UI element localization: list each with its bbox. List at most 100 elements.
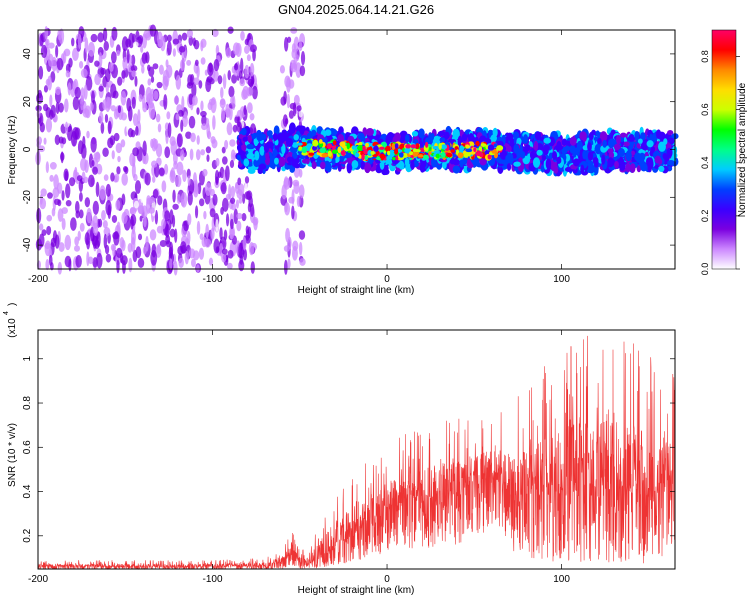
heatmap-cell (616, 134, 621, 145)
heatmap-cell (373, 145, 379, 152)
heatmap-cell (394, 143, 399, 149)
heatmap-cell (250, 133, 257, 140)
heatmap-cell (105, 183, 111, 197)
heatmap-cell (398, 152, 404, 158)
snr-scale-close: ) (7, 303, 18, 306)
heatmap-cell (311, 129, 317, 137)
heatmap-cell (60, 151, 64, 164)
heatmap-cell (425, 141, 429, 148)
heatmap-cell (311, 161, 317, 170)
heatmap-cell (272, 132, 278, 141)
heatmap-cell (38, 223, 44, 231)
heatmap-cell (263, 143, 270, 153)
heatmap-cell (607, 138, 615, 149)
heatmap-cell (36, 109, 41, 119)
heatmap-cell (156, 31, 163, 48)
heatmap-cell (409, 151, 414, 156)
heatmap-cell (370, 150, 375, 155)
heatmap-cell (435, 153, 440, 159)
heatmap-cell (203, 210, 207, 220)
heatmap-cell (49, 94, 53, 108)
heatmap-cell (76, 175, 83, 182)
heatmap-cell (161, 180, 167, 193)
heatmap-cell (597, 137, 602, 145)
heatmap-cell (143, 215, 147, 228)
heatmap-cell (242, 136, 249, 142)
heatmap-cell (165, 240, 171, 248)
heatmap-cells (35, 24, 679, 276)
heatmap-cell (619, 162, 625, 170)
heatmap-cell (58, 28, 65, 45)
heatmap-cell (80, 95, 85, 111)
heatmap-cell (181, 32, 188, 41)
heatmap-cell (587, 160, 594, 168)
heatmap-cell (296, 195, 301, 207)
heatmap-cell (152, 63, 159, 70)
heatmap-cell (35, 105, 42, 112)
heatmap-cell (283, 177, 291, 190)
heatmap-cell (341, 149, 346, 157)
heatmap-cell (542, 145, 549, 156)
heatmap-cell (222, 197, 229, 212)
heatmap-cell (226, 122, 233, 136)
heatmap-cell (337, 146, 342, 154)
heatmap-cell (166, 34, 172, 42)
heatmap-cell (79, 157, 87, 171)
heatmap-cell (44, 25, 49, 40)
heatmap-cell (331, 129, 338, 135)
heatmap-cell (292, 152, 298, 159)
heatmap-cell (86, 251, 90, 267)
heatmap-cell (65, 183, 71, 199)
heatmap-cell (154, 209, 159, 225)
heatmap-cell (77, 230, 81, 241)
heatmap-cell (56, 57, 64, 71)
heatmap-cell (50, 262, 54, 271)
heatmap-cell (229, 226, 235, 240)
heatmap-cell (77, 33, 82, 49)
heatmap-cell (135, 246, 142, 259)
heatmap-cell (185, 131, 192, 139)
heatmap-cell (121, 239, 126, 252)
heatmap-cell (173, 260, 178, 276)
heatmap-cell (392, 156, 396, 161)
heatmap-cell (415, 143, 420, 149)
heatmap-cell (225, 213, 230, 227)
heatmap-cell (211, 28, 219, 38)
heatmap-cell (324, 160, 331, 171)
heatmap-cell (657, 158, 663, 165)
colorbar-tick-label: 0.4 (700, 157, 710, 170)
heatmap-cell (541, 154, 547, 162)
heatmap-cell (298, 125, 306, 133)
heatmap-cell (65, 199, 72, 207)
heatmap-cell (105, 199, 112, 216)
heatmap-cell (292, 179, 300, 187)
snr-border (37, 329, 676, 570)
heatmap-cell (150, 160, 158, 168)
y-tick-label: -40 (22, 237, 33, 252)
heatmap-cell (200, 100, 204, 111)
heatmap-cell (99, 185, 106, 201)
heatmap-cell (410, 144, 417, 149)
heatmap-cell (487, 154, 492, 160)
heatmap-cell (287, 128, 296, 135)
heatmap-cell (111, 214, 118, 223)
heatmap-cell (587, 151, 594, 161)
heatmap-cell (587, 142, 592, 152)
heatmap-cell (38, 65, 44, 80)
heatmap-cell (246, 190, 253, 201)
x-tick-label: -200 (28, 574, 48, 585)
heatmap-cell (173, 160, 178, 170)
heatmap-cell (45, 107, 51, 118)
heatmap-cell (187, 213, 192, 226)
heatmap-cell (428, 133, 435, 142)
heatmap-cell (206, 130, 212, 140)
heatmap-cell (82, 108, 90, 118)
heatmap-cell (111, 26, 118, 41)
heatmap-cell (239, 255, 244, 265)
heatmap-cell (256, 129, 262, 137)
heatmap-cell (331, 149, 338, 154)
heatmap-cell (110, 83, 117, 99)
snr-x-axis-label: Height of straight line (km) (298, 585, 415, 596)
heatmap-cell (206, 31, 211, 40)
heatmap-cell (287, 36, 292, 43)
